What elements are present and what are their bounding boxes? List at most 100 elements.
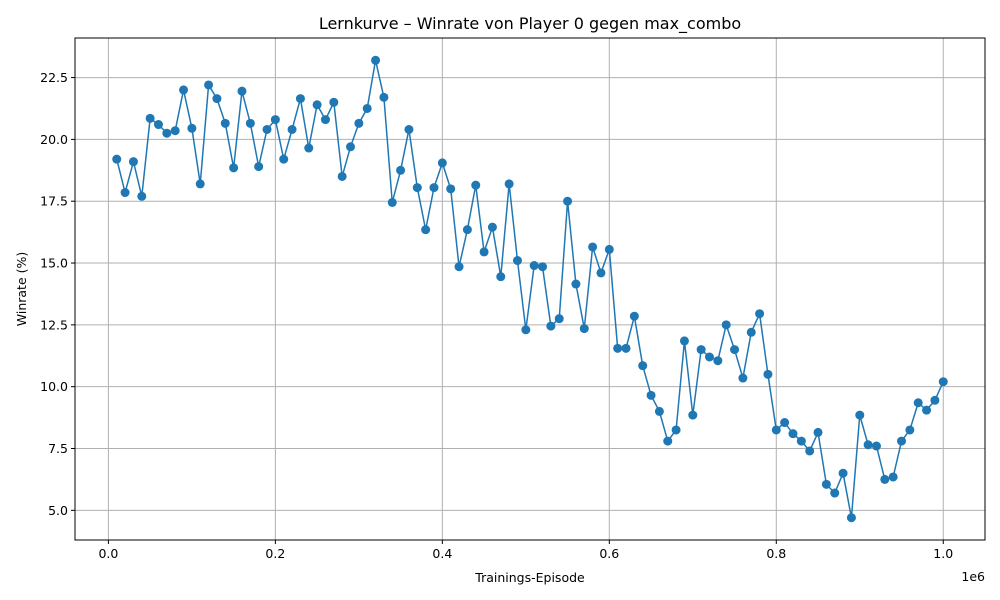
- data-point: [512, 256, 522, 266]
- data-point: [254, 162, 264, 172]
- data-point: [304, 143, 314, 153]
- data-point: [704, 352, 714, 362]
- x-tick-label: 0.2: [265, 546, 285, 561]
- data-point: [396, 165, 406, 175]
- data-point: [679, 336, 689, 346]
- y-tick-label: 15.0: [40, 256, 68, 271]
- data-point: [337, 171, 347, 181]
- y-tick-label: 10.0: [40, 379, 68, 394]
- data-point: [638, 361, 648, 371]
- data-point: [220, 118, 230, 128]
- data-point: [112, 154, 122, 164]
- data-point: [629, 311, 639, 321]
- data-point: [671, 425, 681, 435]
- data-point: [245, 118, 255, 128]
- data-point: [821, 479, 831, 489]
- data-point: [287, 124, 297, 134]
- data-point: [538, 262, 548, 272]
- x-axis-offset-label: 1e6: [961, 569, 985, 584]
- data-point: [763, 369, 773, 379]
- data-point: [346, 142, 356, 152]
- data-point: [195, 179, 205, 189]
- data-point: [654, 406, 664, 416]
- data-point: [855, 410, 865, 420]
- chart-title: Lernkurve – Winrate von Player 0 gegen m…: [319, 14, 741, 34]
- data-point: [621, 343, 631, 353]
- data-point: [429, 183, 439, 193]
- data-point: [721, 320, 731, 330]
- y-tick-label: 22.5: [40, 70, 68, 85]
- data-point: [179, 85, 189, 95]
- y-axis-label: Winrate (%): [14, 252, 29, 326]
- data-point: [688, 410, 698, 420]
- data-point: [312, 100, 322, 110]
- data-point: [746, 327, 756, 337]
- data-point: [771, 425, 781, 435]
- data-point: [838, 468, 848, 478]
- data-point: [379, 92, 389, 102]
- data-point: [496, 272, 506, 282]
- data-point: [830, 488, 840, 498]
- data-point: [237, 86, 247, 96]
- data-point: [320, 115, 330, 125]
- y-tick-label: 5.0: [48, 503, 68, 518]
- data-point: [913, 398, 923, 408]
- data-point: [529, 261, 539, 271]
- data-point: [563, 196, 573, 206]
- data-point: [471, 180, 481, 190]
- data-point: [212, 94, 222, 104]
- data-point: [696, 345, 706, 355]
- data-point: [805, 446, 815, 456]
- x-tick-label: 0.4: [432, 546, 452, 561]
- data-point: [387, 197, 397, 207]
- data-point: [880, 474, 890, 484]
- y-tick-label: 17.5: [40, 194, 68, 209]
- data-point: [846, 513, 856, 523]
- data-point: [137, 191, 147, 201]
- data-point: [187, 123, 197, 133]
- data-point: [128, 157, 138, 167]
- data-point: [922, 405, 932, 415]
- y-tick-label: 20.0: [40, 132, 68, 147]
- y-axis: 5.0 7.5 10.0 12.5 15.0 17.5 20.0 22.5: [40, 70, 75, 518]
- data-point: [170, 126, 180, 136]
- data-point: [780, 418, 790, 428]
- data-point: [546, 321, 556, 331]
- grid: [75, 38, 985, 540]
- data-point: [404, 124, 414, 134]
- x-axis-label: Trainings-Episode: [474, 570, 585, 585]
- x-tick-label: 0.6: [599, 546, 619, 561]
- data-point: [120, 188, 130, 198]
- data-point: [479, 247, 489, 257]
- data-point: [421, 225, 431, 235]
- data-point: [796, 436, 806, 446]
- data-point: [262, 124, 272, 134]
- data-point: [354, 118, 364, 128]
- data-point: [755, 309, 765, 319]
- data-point: [646, 390, 656, 400]
- data-point: [730, 345, 740, 355]
- data-point: [871, 441, 881, 451]
- data-point: [371, 55, 381, 65]
- data-point: [897, 436, 907, 446]
- data-point: [863, 440, 873, 450]
- data-point: [437, 158, 447, 168]
- data-point: [270, 115, 280, 125]
- x-tick-label: 0.8: [766, 546, 786, 561]
- data-point: [554, 314, 564, 324]
- data-point: [713, 356, 723, 366]
- x-axis: 0.0 0.2 0.4 0.6 0.8 1.0: [98, 540, 953, 561]
- data-point: [663, 436, 673, 446]
- y-tick-label: 12.5: [40, 317, 68, 332]
- data-point: [462, 225, 472, 235]
- data-point: [813, 427, 823, 437]
- data-point: [229, 163, 239, 173]
- data-point: [145, 113, 155, 123]
- data-point: [930, 395, 940, 405]
- data-point: [738, 373, 748, 383]
- data-point: [604, 244, 614, 254]
- series-line: [116, 60, 944, 518]
- data-point: [521, 325, 531, 335]
- y-tick-label: 7.5: [48, 441, 68, 456]
- data-point: [446, 184, 456, 194]
